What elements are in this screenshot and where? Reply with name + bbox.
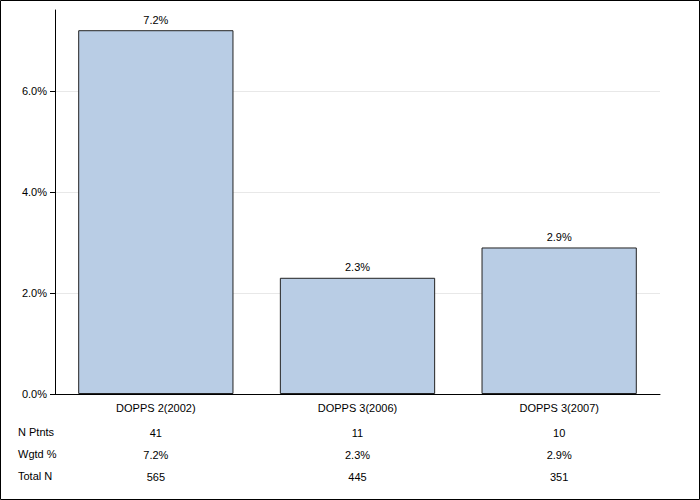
svg-text:DOPPS 3(2006): DOPPS 3(2006) (318, 402, 397, 414)
svg-text:2.3%: 2.3% (345, 261, 370, 273)
svg-text:DOPPS 2(2002): DOPPS 2(2002) (116, 402, 195, 414)
svg-text:Wgtd %: Wgtd % (18, 448, 57, 460)
svg-text:6.0%: 6.0% (22, 85, 47, 97)
svg-text:2.9%: 2.9% (547, 231, 572, 243)
svg-text:2.9%: 2.9% (547, 449, 572, 461)
svg-text:7.2%: 7.2% (143, 14, 168, 26)
svg-text:351: 351 (550, 471, 568, 483)
svg-text:7.2%: 7.2% (143, 449, 168, 461)
svg-text:N Ptnts: N Ptnts (18, 426, 55, 438)
svg-text:445: 445 (348, 471, 366, 483)
svg-text:10: 10 (553, 427, 565, 439)
svg-text:Total N: Total N (18, 470, 52, 482)
svg-text:4.0%: 4.0% (22, 186, 47, 198)
svg-text:2.3%: 2.3% (345, 449, 370, 461)
svg-text:565: 565 (147, 471, 165, 483)
svg-text:2.0%: 2.0% (22, 287, 47, 299)
svg-text:11: 11 (352, 427, 363, 439)
svg-text:41: 41 (150, 427, 162, 439)
svg-text:DOPPS 3(2007): DOPPS 3(2007) (519, 402, 598, 414)
svg-text:0.0%: 0.0% (22, 388, 47, 400)
